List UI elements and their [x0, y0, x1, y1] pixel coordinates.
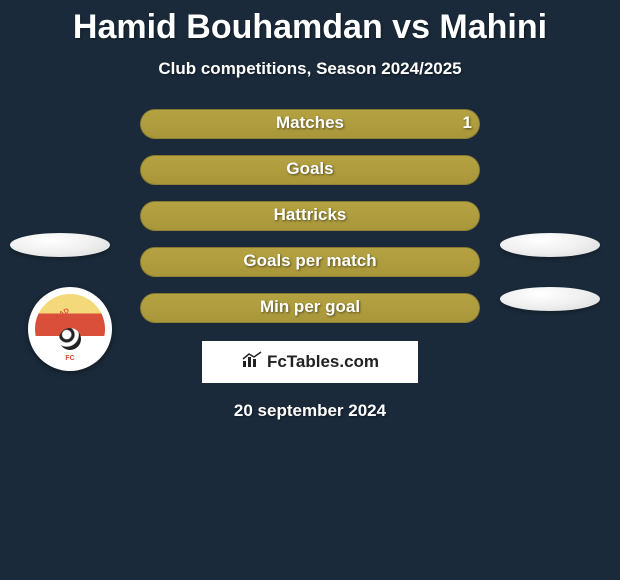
bar-row: Matches1: [0, 109, 620, 145]
date-text: 20 september 2024: [0, 401, 620, 421]
stat-value-right: 1: [463, 113, 472, 133]
stat-bar: [140, 247, 480, 277]
footer-brand-box: FcTables.com: [202, 341, 418, 383]
chart-icon: [241, 351, 263, 374]
stat-bar: [140, 155, 480, 185]
page-subtitle: Club competitions, Season 2024/2025: [0, 59, 620, 79]
badge-text-bottom: FC: [65, 355, 74, 362]
footer-brand-text: FcTables.com: [267, 352, 379, 372]
bar-row: Goals: [0, 155, 620, 191]
stat-bar: [140, 109, 480, 139]
stat-bar: [140, 293, 480, 323]
bar-row: Goals per match: [0, 247, 620, 283]
stat-bar: [140, 201, 480, 231]
comparison-chart: FOOLAD FC Matches1GoalsHattricksGoals pe…: [0, 109, 620, 329]
page-title: Hamid Bouhamdan vs Mahini: [0, 0, 620, 47]
bar-row: Min per goal: [0, 293, 620, 329]
bar-row: Hattricks: [0, 201, 620, 237]
soccer-ball-icon: [59, 328, 81, 350]
